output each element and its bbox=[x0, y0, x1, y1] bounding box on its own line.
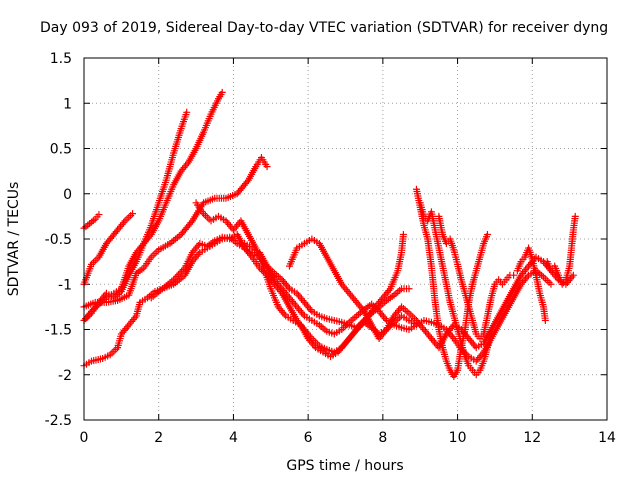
y-tick-label: -1.5 bbox=[45, 323, 72, 339]
series-track-10 bbox=[241, 240, 555, 365]
series-track-14 bbox=[513, 244, 549, 324]
x-tick-label: 0 bbox=[80, 430, 89, 446]
series-track-13 bbox=[435, 212, 518, 343]
series-track-15 bbox=[543, 212, 579, 288]
data-point-markers bbox=[416, 199, 495, 379]
x-tick-label: 2 bbox=[154, 430, 163, 446]
y-tick-label: 1 bbox=[63, 96, 72, 112]
x-tick-label: 4 bbox=[229, 430, 238, 446]
y-tick-label: 0 bbox=[63, 187, 72, 203]
y-tick-labels: -2.5 -2 -1.5 -1 -0.5 0 0.5 1 1.5 bbox=[45, 51, 72, 429]
y-tick-label: -2.5 bbox=[45, 413, 72, 429]
data-point-markers bbox=[513, 244, 549, 324]
y-tick-label: -1 bbox=[58, 277, 72, 293]
data-point-markers bbox=[241, 240, 555, 365]
x-tick-label: 10 bbox=[449, 430, 467, 446]
data-points bbox=[80, 88, 579, 381]
plot-frame bbox=[83, 57, 608, 421]
x-tick-label: 12 bbox=[523, 430, 541, 446]
y-tick-label: -2 bbox=[58, 368, 72, 384]
data-point-markers bbox=[412, 185, 491, 381]
series-track-11 bbox=[412, 185, 491, 381]
y-tick-label: 0.5 bbox=[50, 142, 72, 158]
x-tick-label: 8 bbox=[378, 430, 387, 446]
y-tick-label: 1.5 bbox=[50, 51, 72, 67]
x-tick-label: 14 bbox=[598, 430, 616, 446]
x-tick-label: 6 bbox=[304, 430, 313, 446]
y-axis-title: SDTVAR / TECUs bbox=[6, 182, 22, 297]
series-track-12 bbox=[416, 199, 495, 379]
y-tick-label: -0.5 bbox=[45, 232, 72, 248]
data-point-markers bbox=[435, 212, 518, 343]
data-point-markers bbox=[543, 212, 579, 288]
x-tick-labels: 0 2 4 6 8 10 12 14 bbox=[80, 430, 616, 446]
chart-title: Day 093 of 2019, Sidereal Day-to-day VTE… bbox=[40, 20, 608, 36]
x-axis-title: GPS time / hours bbox=[286, 458, 403, 474]
grid bbox=[84, 58, 607, 420]
